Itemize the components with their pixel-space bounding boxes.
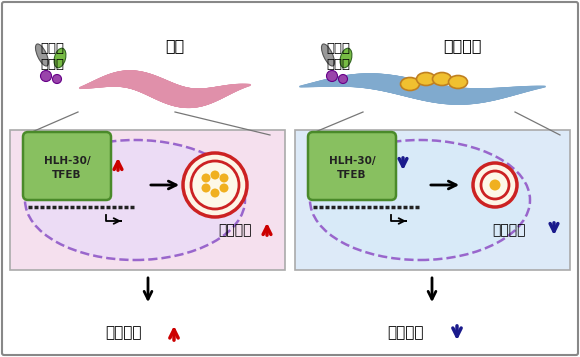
FancyBboxPatch shape xyxy=(295,130,570,270)
Circle shape xyxy=(191,161,239,209)
Circle shape xyxy=(481,171,509,199)
Ellipse shape xyxy=(321,44,335,66)
FancyBboxPatch shape xyxy=(308,132,396,200)
Text: 자웅동체: 자웅동체 xyxy=(443,38,481,53)
Text: 다양한
병원균: 다양한 병원균 xyxy=(40,42,64,70)
Text: HLH-30/
TFEB: HLH-30/ TFEB xyxy=(44,156,90,180)
FancyBboxPatch shape xyxy=(10,130,285,270)
FancyBboxPatch shape xyxy=(23,132,111,200)
Ellipse shape xyxy=(448,75,467,89)
Circle shape xyxy=(183,153,247,217)
Circle shape xyxy=(211,188,219,197)
Circle shape xyxy=(219,174,229,182)
Ellipse shape xyxy=(433,72,451,85)
Circle shape xyxy=(327,70,338,81)
Circle shape xyxy=(219,183,229,192)
Text: 자가포식: 자가포식 xyxy=(492,223,525,237)
Ellipse shape xyxy=(35,44,49,66)
Ellipse shape xyxy=(340,48,352,68)
Circle shape xyxy=(473,163,517,207)
Text: HLH-30/
TFEB: HLH-30/ TFEB xyxy=(329,156,375,180)
Ellipse shape xyxy=(25,140,245,260)
Ellipse shape xyxy=(416,72,436,85)
Text: 면역반응: 면역반응 xyxy=(105,326,142,341)
Ellipse shape xyxy=(54,48,66,68)
Circle shape xyxy=(201,183,211,192)
Ellipse shape xyxy=(401,77,419,91)
Circle shape xyxy=(211,171,219,180)
Circle shape xyxy=(201,174,211,182)
Circle shape xyxy=(490,180,501,191)
Text: 면역반응: 면역반응 xyxy=(388,326,424,341)
Circle shape xyxy=(53,75,61,84)
Circle shape xyxy=(339,75,347,84)
Text: 자가포식: 자가포식 xyxy=(218,223,252,237)
Text: 수컷: 수컷 xyxy=(165,38,184,53)
Ellipse shape xyxy=(310,140,530,260)
Text: 다양한
병원균: 다양한 병원균 xyxy=(326,42,350,70)
Circle shape xyxy=(41,70,52,81)
